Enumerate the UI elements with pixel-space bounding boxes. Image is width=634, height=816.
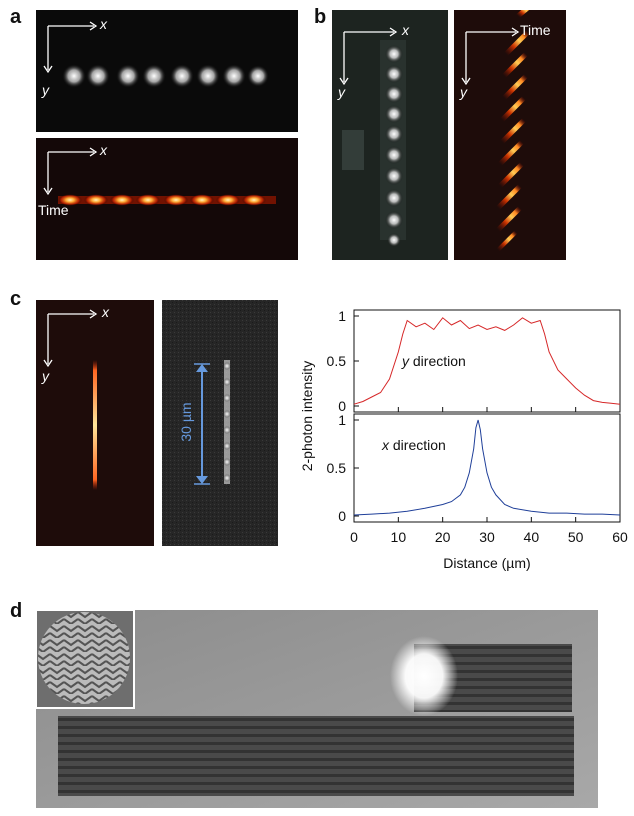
axis-label-time: Time — [38, 202, 69, 218]
axis-label-y: y — [42, 368, 49, 384]
plot-frame — [353, 309, 621, 413]
x-tick-label: 0 — [350, 529, 358, 545]
panel-label-d: d — [10, 600, 23, 622]
panel-d-image — [36, 610, 598, 808]
x-tick-label: 30 — [479, 529, 495, 545]
y-tick-label: 1 — [338, 412, 346, 428]
panel-a-top-image: x y — [36, 10, 298, 132]
scale-bar — [194, 363, 210, 485]
spot-row-a-top — [62, 64, 269, 88]
plot-frame — [353, 413, 621, 523]
panel-label-c: c — [10, 288, 22, 310]
axis-label-x: x — [100, 16, 107, 32]
axis-label-x: x — [100, 142, 107, 158]
x-axis-label: Distance (µm) — [443, 555, 530, 571]
axis-label-x: x — [402, 22, 409, 38]
x-tick-label: 50 — [568, 529, 584, 545]
x-tick-label: 40 — [524, 529, 540, 545]
axis-label-x: x — [102, 304, 109, 320]
x-tick-label: 60 — [612, 529, 628, 545]
y-tick-label: 0 — [338, 508, 346, 524]
spot-column-b-left — [385, 45, 403, 247]
y-tick-label: 0 — [338, 398, 346, 414]
x-tick-label: 20 — [435, 529, 451, 545]
panel-label-b: b — [314, 6, 327, 28]
y-axis-label: 2-photon intensity — [299, 361, 315, 472]
x-tick-label: 10 — [391, 529, 407, 545]
chart-intensity-profiles: 0 0.5 1 y direction 0 0.5 1 x direction 0 10 20 30 4… — [299, 308, 628, 571]
series-annotation: y direction — [401, 353, 466, 369]
bright-spot — [390, 636, 458, 716]
series-line — [353, 317, 621, 405]
panel-b-right-image: Time y — [454, 10, 566, 260]
series-line — [353, 419, 621, 516]
panel-a-bottom-image: x Time — [36, 138, 298, 260]
axis-label-y: y — [42, 82, 49, 98]
hologram-inset — [36, 610, 135, 709]
axis-label-time: Time — [520, 22, 551, 38]
y-tick-label: 0.5 — [327, 460, 347, 476]
axis-label-y: y — [338, 84, 345, 100]
spot-row-a-bottom — [58, 194, 266, 206]
y-tick-label: 0.5 — [327, 353, 347, 369]
spot-column-c — [223, 362, 231, 482]
panel-b-left-image: x y — [332, 10, 448, 260]
y-tick-label: 1 — [338, 308, 346, 324]
scale-bar-label: 30 µm — [178, 402, 194, 442]
axis-label-y: y — [460, 84, 467, 100]
panel-label-a: a — [10, 6, 22, 28]
series-annotation: x direction — [381, 437, 446, 453]
fabricated-bar-lower — [58, 716, 574, 796]
focal-line — [93, 360, 97, 490]
panel-c-middle-image: 30 µm — [162, 300, 278, 546]
panel-c-left-image: x y — [36, 300, 154, 546]
diagonal-streaks-b-right — [495, 10, 531, 252]
